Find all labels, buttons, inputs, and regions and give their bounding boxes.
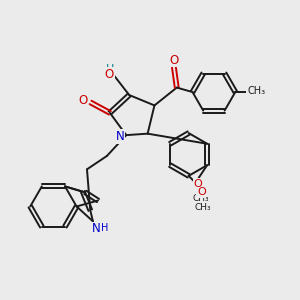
Text: N: N	[92, 222, 100, 235]
Text: O: O	[105, 68, 114, 81]
Text: N: N	[116, 130, 125, 143]
Text: CH₃: CH₃	[247, 86, 265, 96]
Text: O: O	[79, 94, 88, 106]
Text: CH₃: CH₃	[195, 202, 211, 211]
Text: CH₃: CH₃	[193, 194, 209, 203]
Text: H: H	[100, 223, 108, 233]
Text: H: H	[106, 64, 114, 74]
Text: O: O	[194, 178, 202, 189]
Text: O: O	[197, 187, 206, 197]
Text: O: O	[170, 54, 179, 67]
